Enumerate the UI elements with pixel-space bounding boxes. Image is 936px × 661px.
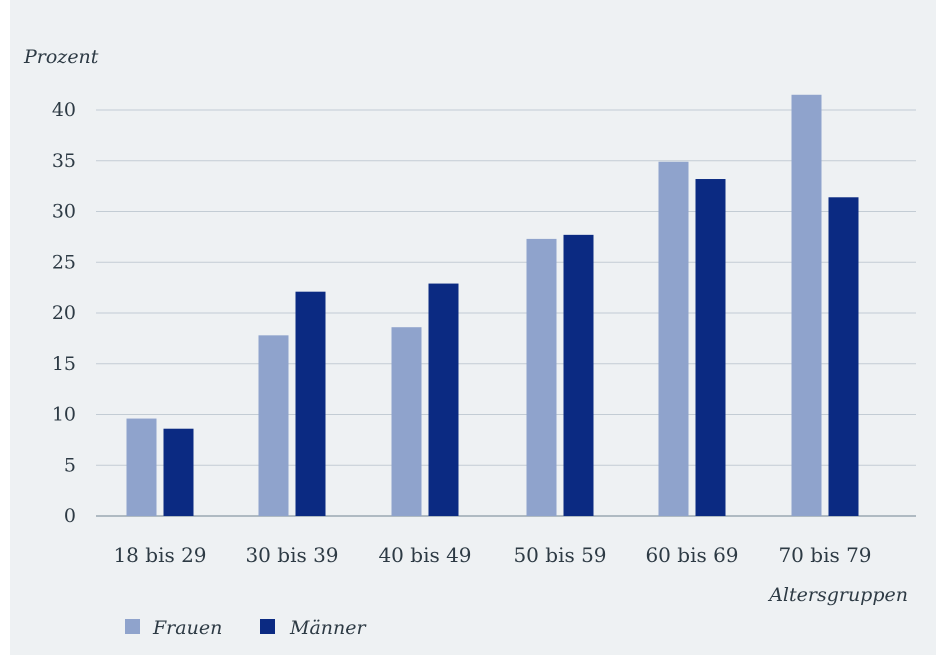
y-tick-label: 10 bbox=[52, 404, 76, 426]
bar-chart: 0 5 10 15 20 25 30 35 40 18 bis 29 30 bis 39 40 bi… bbox=[23, 46, 916, 639]
legend-swatch-frauen bbox=[125, 619, 140, 634]
bar-maenner-1 bbox=[163, 428, 194, 516]
bar-maenner-4 bbox=[563, 234, 594, 516]
legend-swatch-maenner bbox=[260, 619, 275, 634]
y-tick-label: 35 bbox=[52, 150, 76, 172]
bar-frauen-3 bbox=[391, 327, 422, 516]
bar-frauen-5 bbox=[658, 161, 689, 516]
bar-frauen-1 bbox=[126, 418, 157, 516]
y-axis-title: Prozent bbox=[23, 46, 99, 68]
x-tick-label: 60 bis 69 bbox=[645, 543, 738, 567]
legend-label-maenner: Männer bbox=[289, 617, 368, 639]
y-axis-ticks: 0 5 10 15 20 25 30 35 40 bbox=[52, 99, 76, 527]
x-tick-label: 40 bis 49 bbox=[378, 543, 471, 567]
legend-label-frauen: Frauen bbox=[152, 617, 222, 639]
bar-maenner-6 bbox=[828, 197, 859, 517]
x-tick-label: 18 bis 29 bbox=[113, 543, 206, 567]
chart-panel: 0 5 10 15 20 25 30 35 40 18 bis 29 30 bis 39 40 bi… bbox=[10, 0, 936, 655]
x-axis-ticks: 18 bis 29 30 bis 39 40 bis 49 50 bis 59 60 b… bbox=[113, 543, 871, 567]
bar-frauen-4 bbox=[526, 238, 557, 516]
bar-maenner-2 bbox=[295, 291, 326, 516]
bar-maenner-3 bbox=[428, 283, 459, 516]
bars bbox=[126, 94, 859, 517]
y-tick-label: 5 bbox=[64, 454, 76, 476]
x-tick-label: 70 bis 79 bbox=[778, 543, 871, 567]
y-tick-label: 30 bbox=[52, 201, 76, 223]
x-tick-label: 30 bis 39 bbox=[245, 543, 338, 567]
y-tick-label: 0 bbox=[64, 505, 76, 527]
y-tick-label: 40 bbox=[52, 99, 76, 121]
x-axis-title: Altersgruppen bbox=[767, 584, 908, 606]
gridlines bbox=[96, 109, 916, 517]
x-tick-label: 50 bis 59 bbox=[513, 543, 606, 567]
legend: Frauen Männer bbox=[125, 617, 368, 639]
bar-maenner-5 bbox=[695, 179, 726, 516]
y-tick-label: 20 bbox=[52, 302, 76, 324]
y-tick-label: 25 bbox=[52, 251, 76, 273]
bar-frauen-2 bbox=[258, 335, 289, 516]
bar-frauen-6 bbox=[791, 94, 822, 517]
y-tick-label: 15 bbox=[52, 353, 76, 375]
